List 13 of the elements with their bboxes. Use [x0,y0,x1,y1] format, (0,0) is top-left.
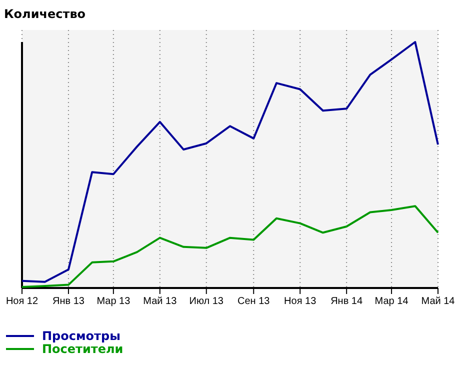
x-tick-label: Сен 13 [238,296,270,308]
legend-label: Посетители [42,342,124,356]
x-tick-label: Ноя 13 [284,296,317,308]
y-axis-title: Количество [4,7,86,21]
x-tick-label: Янв 13 [52,296,85,308]
x-tick-label: Мар 13 [96,296,131,308]
x-tick-label: Янв 14 [330,296,363,308]
x-tick-label: Июл 13 [189,296,224,308]
x-tick-label: Мар 14 [374,296,409,308]
x-tick-label: Ноя 12 [6,296,38,308]
x-tick-label: Май 13 [143,296,178,308]
legend-label: Просмотры [42,329,120,344]
x-tick-label: Май 14 [421,296,456,308]
